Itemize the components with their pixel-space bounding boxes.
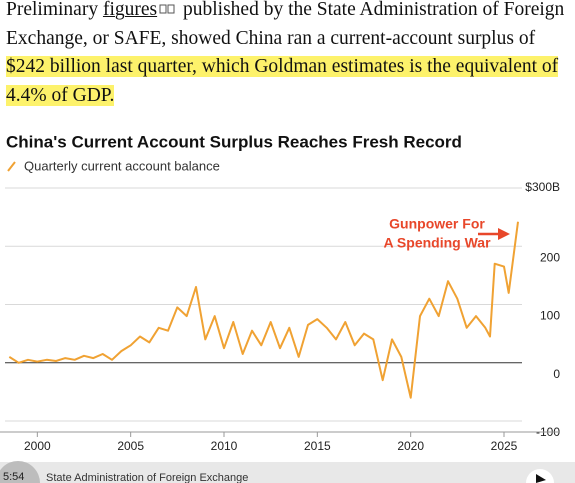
article-text: published by the State Administration of… xyxy=(6,0,565,49)
overlay-strip xyxy=(0,462,575,483)
x-tick-label: 2005 xyxy=(117,439,144,453)
x-tick-label: 2010 xyxy=(211,439,238,453)
y-tick-label: 200 xyxy=(540,250,560,264)
legend-label: Quarterly current account balance xyxy=(24,158,220,173)
legend-swatch xyxy=(7,161,16,172)
article-link[interactable]: figures xyxy=(102,0,158,20)
data-line xyxy=(8,221,519,399)
annotation-text: A Spending War xyxy=(383,235,491,251)
x-tick-label: 2015 xyxy=(304,439,331,453)
annotation-text: Gunpower For xyxy=(389,216,485,232)
annotation-arrowhead xyxy=(498,228,510,240)
timestamp: 5:54 xyxy=(3,471,24,483)
play-icon xyxy=(536,474,546,483)
y-tick-label: 100 xyxy=(540,309,560,323)
y-tick-label: 0 xyxy=(553,367,560,381)
article-text: Preliminary xyxy=(6,0,103,20)
source: State Administration of Foreign Exchange xyxy=(46,472,248,483)
x-tick-label: 2000 xyxy=(24,439,51,453)
glossary-icon xyxy=(159,4,175,14)
chart-title: China's Current Account Surplus Reaches … xyxy=(6,132,462,151)
x-tick-label: 2025 xyxy=(491,439,518,453)
x-tick-label: 2020 xyxy=(397,439,424,453)
play-button[interactable] xyxy=(526,469,554,483)
timestamp-badge xyxy=(0,461,40,483)
y-tick-label: $300B xyxy=(525,180,560,194)
article-paragraph: Preliminary figures published by the Sta… xyxy=(6,0,566,110)
